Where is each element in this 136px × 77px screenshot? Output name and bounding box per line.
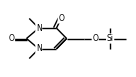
Text: O: O (92, 34, 98, 43)
Text: O: O (58, 14, 64, 23)
Text: N: N (36, 44, 42, 53)
Text: Si: Si (107, 34, 114, 43)
Text: O: O (9, 34, 15, 43)
Text: N: N (36, 24, 42, 33)
